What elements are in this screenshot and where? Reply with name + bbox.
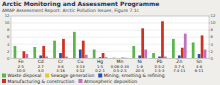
- bar: [14, 46, 17, 58]
- y-tick-label: 10: [5, 20, 10, 25]
- y-tick-label: 0: [7, 56, 10, 61]
- y-tick-label: 4: [7, 42, 10, 47]
- legend-swatch: [78, 79, 82, 83]
- y2-tick-label: 2: [211, 49, 214, 54]
- y2-tick-label: 4: [211, 42, 214, 47]
- y-tick-label: 8: [7, 27, 10, 32]
- legend-swatch: [45, 74, 49, 78]
- title: Arctic Monitoring and Assessment Program…: [2, 0, 159, 8]
- y2-tick-label: 10: [211, 20, 216, 25]
- legend-item: Mining, smelting & refining: [98, 73, 164, 78]
- range-label: 4-12: [76, 68, 85, 73]
- y2-tick-label: 12: [211, 13, 216, 18]
- grid-line: [11, 37, 209, 38]
- bar: [192, 42, 195, 58]
- grid-line: [11, 30, 209, 31]
- legend-label: Mining, smelting & refining: [104, 73, 165, 78]
- y-tick-label: 12: [5, 13, 10, 18]
- bar: [73, 32, 76, 58]
- bar: [33, 47, 36, 58]
- grid-line: [11, 51, 209, 52]
- bar: [85, 55, 88, 59]
- range-label: 0.5-2.5: [113, 68, 127, 73]
- legend-swatch: [2, 74, 6, 78]
- y-tick-label: 2: [7, 49, 10, 54]
- bar: [132, 46, 135, 58]
- y2-tick-label: 8: [211, 27, 214, 32]
- bar: [65, 57, 68, 59]
- range-label: 7.4-11: [173, 68, 186, 73]
- bar: [172, 39, 175, 58]
- bar: [158, 57, 161, 59]
- bar: [25, 54, 28, 58]
- y2-tick-label: 0: [211, 56, 214, 61]
- bar: [164, 57, 167, 59]
- bar: [93, 49, 96, 58]
- range-label: 0.2-1: [95, 68, 105, 73]
- y-tick-label: 6: [7, 34, 10, 39]
- legend-swatch: [2, 79, 6, 83]
- bar: [23, 51, 26, 58]
- bars: [14, 21, 207, 58]
- bar: [161, 21, 164, 58]
- bar: [181, 48, 184, 59]
- bar: [45, 57, 48, 59]
- subtitle: AMAP Assessment Report: Arctic Pollution…: [2, 8, 140, 13]
- bar: [39, 55, 42, 58]
- legend-label: Atmospheric deposition: [84, 79, 137, 84]
- legend-item: Atmospheric deposition: [78, 79, 137, 84]
- bar: [62, 39, 65, 58]
- range-label: 3.0: [38, 68, 45, 73]
- range-label: 1.5-3: [155, 68, 165, 73]
- bar: [204, 49, 207, 58]
- bar: [198, 54, 201, 58]
- bar: [53, 41, 56, 59]
- y2-tick-label: 6: [211, 34, 214, 39]
- legend-label: Waste disposal: [8, 73, 42, 78]
- legend-item: Manufacturing & construction: [2, 79, 75, 84]
- grid-line: [11, 44, 209, 45]
- plot-background: [11, 16, 209, 58]
- bar: [152, 53, 155, 58]
- legend-item: Sewage generation: [45, 73, 94, 78]
- bar: [141, 28, 144, 58]
- bar: [102, 53, 105, 58]
- chart: Arctic Monitoring and Assessment Program…: [0, 0, 220, 85]
- bar: [178, 55, 181, 58]
- plot-frame: [11, 16, 209, 58]
- range-label: 20-3: [135, 68, 144, 73]
- legend-swatch: [98, 74, 102, 78]
- range-label: 10-0: [17, 68, 26, 73]
- bar: [144, 49, 147, 58]
- bar: [138, 55, 141, 58]
- bar: [201, 35, 204, 58]
- bar: [184, 34, 187, 59]
- legend: Waste disposal Sewage generation Mining, s…: [2, 73, 165, 84]
- bar: [59, 53, 62, 58]
- bar: [42, 46, 45, 58]
- legend-label: Manufacturing & construction: [8, 79, 75, 84]
- grid-line: [11, 23, 209, 24]
- bar: [82, 41, 85, 59]
- range-label: 6-11: [195, 68, 204, 73]
- legend-item: Waste disposal: [2, 73, 41, 78]
- legend-label: Sewage generation: [51, 73, 95, 78]
- range-label: 4-16: [56, 68, 65, 73]
- bar: [79, 49, 82, 58]
